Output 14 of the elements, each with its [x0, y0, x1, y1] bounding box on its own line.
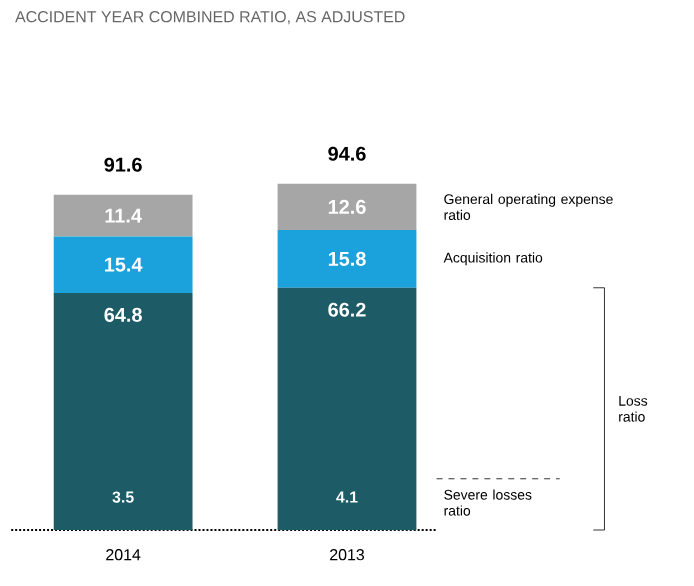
data-label: 12.6 — [328, 199, 366, 214]
bar — [277, 287, 417, 530]
bar — [277, 229, 417, 288]
total-label: 94.6 — [328, 146, 366, 161]
data-label: 66.2 — [328, 302, 366, 317]
data-label: 64.8 — [104, 307, 142, 322]
bar — [277, 183, 417, 230]
bar — [53, 292, 193, 530]
bar — [53, 194, 193, 237]
data-label: 15.4 — [104, 257, 143, 272]
total-label: 91.6 — [104, 157, 142, 172]
data-label: 11.4 — [105, 208, 142, 223]
data-label: 15.8 — [328, 251, 366, 266]
bar — [53, 236, 193, 293]
